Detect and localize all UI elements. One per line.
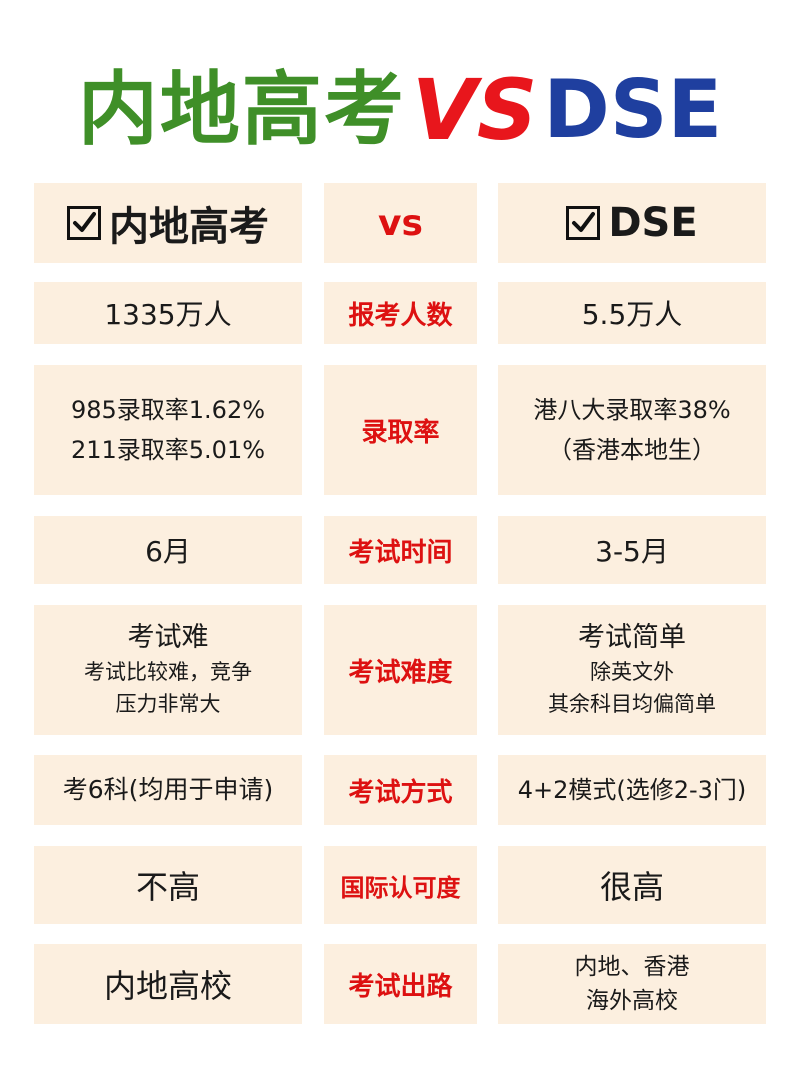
cell-text-line: 985录取率1.62% <box>70 396 266 424</box>
row-label: 考试出路 <box>348 971 453 1002</box>
cell-text-line: 除英文外 <box>590 660 674 684</box>
cell-text: 内地高校 <box>103 967 232 1005</box>
cell-text: 不高 <box>135 868 200 906</box>
row-applicants-left: 1335万人 <box>34 282 302 344</box>
cell-heading: 考试难 <box>127 622 209 653</box>
cell-heading: 考试简单 <box>578 622 686 653</box>
title-right: DSE <box>543 63 723 156</box>
row-applicants-right: 5.5万人 <box>498 282 766 344</box>
header-vs-label: vs <box>378 202 423 244</box>
cell-text-line: 考试比较难，竞争 <box>84 660 252 684</box>
row-admission-right: 港八大录取率38% （香港本地生） <box>498 365 766 495</box>
row-label: 录取率 <box>361 417 440 448</box>
row-exam-format-mid: 考试方式 <box>324 755 477 825</box>
cell-text-line: 内地、香港 <box>574 954 690 980</box>
title-left: 内地高考 <box>77 63 406 156</box>
row-pathway-right: 内地、香港 海外高校 <box>498 944 766 1024</box>
row-difficulty-mid: 考试难度 <box>324 605 477 735</box>
cell-text-line: 海外高校 <box>586 988 678 1014</box>
cell-text-line: 其余科目均偏简单 <box>548 692 716 716</box>
cell-text-line: （香港本地生） <box>548 436 716 464</box>
row-label: 考试方式 <box>348 777 453 808</box>
row-pathway-left: 内地高校 <box>34 944 302 1024</box>
cell-text: 5.5万人 <box>581 298 683 331</box>
header-left-label: 内地高考 <box>109 204 269 250</box>
row-label: 考试时间 <box>348 537 453 568</box>
row-pathway-mid: 考试出路 <box>324 944 477 1024</box>
cell-text-line: 港八大录取率38% <box>533 396 731 424</box>
header-left-cell: 内地高考 <box>34 183 302 263</box>
header-right-cell: DSE <box>498 183 766 263</box>
cell-text: 很高 <box>599 868 664 906</box>
row-admission-mid: 录取率 <box>324 365 477 495</box>
row-label: 考试难度 <box>348 657 453 688</box>
row-label: 报考人数 <box>348 300 453 331</box>
row-admission-left: 985录取率1.62% 211录取率5.01% <box>34 365 302 495</box>
row-label: 国际认可度 <box>340 873 461 902</box>
title-vs: VS <box>411 61 538 159</box>
row-applicants-mid: 报考人数 <box>324 282 477 344</box>
page-title: 内地高考 VS DSE <box>0 55 800 165</box>
row-recognition-left: 不高 <box>34 846 302 924</box>
cell-text: 3-5月 <box>595 535 669 568</box>
row-exam-format-right: 4+2模式(选修2-3门) <box>498 755 766 825</box>
cell-text: 考6科(均用于申请) <box>62 775 274 804</box>
row-exam-time-right: 3-5月 <box>498 516 766 584</box>
header-mid-cell: vs <box>324 183 477 263</box>
cell-text: 1335万人 <box>104 298 232 331</box>
row-recognition-mid: 国际认可度 <box>324 846 477 924</box>
checkbox-checked-icon <box>67 206 101 240</box>
row-difficulty-right: 考试简单 除英文外 其余科目均偏简单 <box>498 605 766 735</box>
header-right-label: DSE <box>608 200 698 246</box>
cell-text: 6月 <box>145 535 191 568</box>
row-difficulty-left: 考试难 考试比较难，竞争 压力非常大 <box>34 605 302 735</box>
row-exam-time-mid: 考试时间 <box>324 516 477 584</box>
cell-text: 4+2模式(选修2-3门) <box>517 776 747 804</box>
row-exam-time-left: 6月 <box>34 516 302 584</box>
row-exam-format-left: 考6科(均用于申请) <box>34 755 302 825</box>
cell-text-line: 压力非常大 <box>115 692 221 716</box>
checkbox-checked-icon <box>566 206 601 240</box>
cell-text-line: 211录取率5.01% <box>70 436 266 464</box>
row-recognition-right: 很高 <box>498 846 766 924</box>
